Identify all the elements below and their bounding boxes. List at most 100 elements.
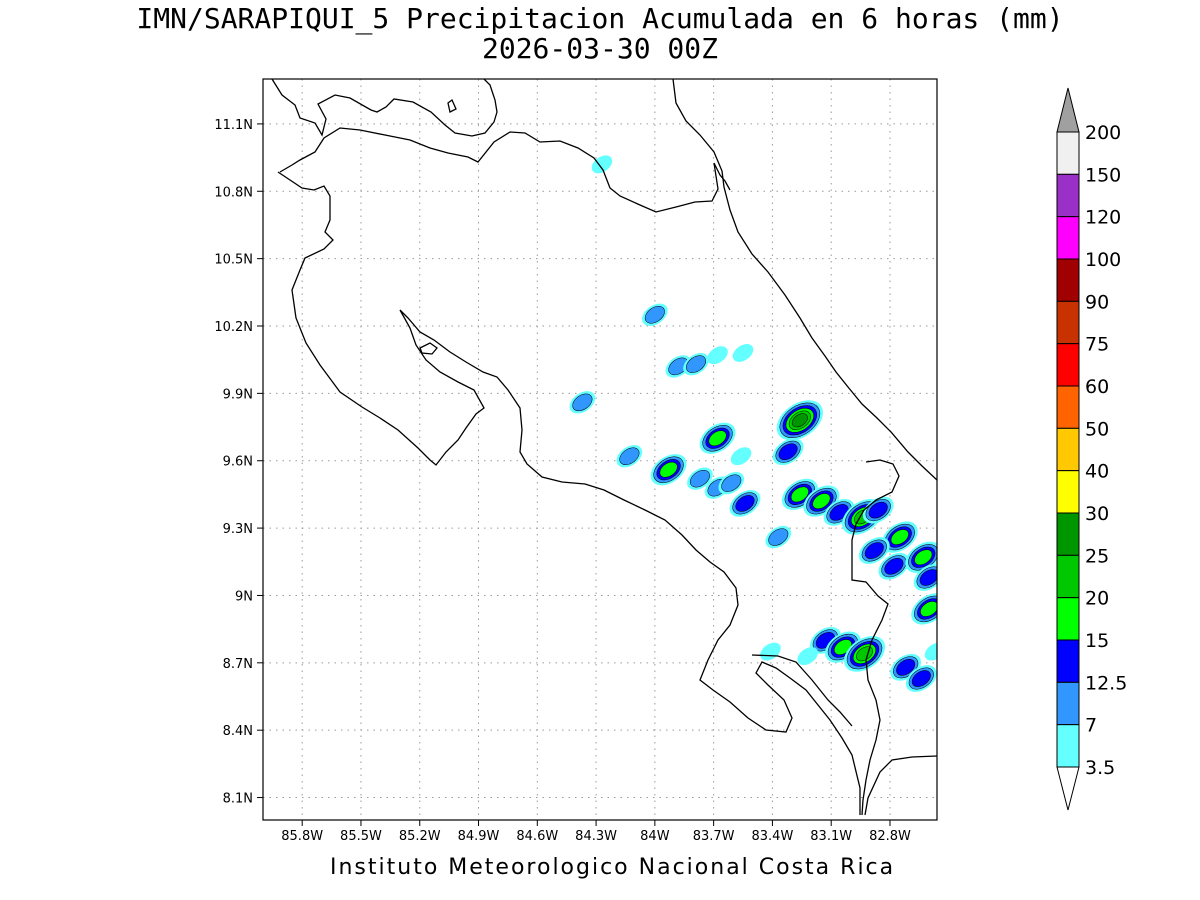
rain-cell [862,496,894,524]
lat-tick-label: 10.2N [214,320,253,335]
caribbean-coast [672,79,937,481]
rain-contour [707,346,728,365]
rain-contour [924,642,937,661]
rain-cell [687,467,713,490]
lat-tick-label: 11.1N [214,118,253,133]
colorbar-label: 100 [1085,249,1121,271]
rain-contour [572,393,593,412]
rain-cell [699,422,736,454]
colorbar-label: 50 [1085,418,1109,440]
rain-cell [911,593,937,625]
lat-tick-label: 8.4N [223,724,253,739]
rain-cell [843,635,886,672]
colorbar-swatch [1056,300,1080,345]
lon-tick-label: 83.1W [810,829,852,844]
coastline-and-borders [271,79,937,816]
colorbar-label: 15 [1085,630,1109,652]
colorbar-under-arrow [1056,766,1080,811]
rain-cell [729,489,761,517]
panama-coast [864,755,937,816]
rain-cell [878,552,910,580]
rain-contour [911,670,931,687]
rain-cell [776,400,823,441]
colorbar-label: 75 [1085,334,1109,356]
colorbar-swatch [1056,216,1080,260]
colorbar-swatch [1056,427,1080,472]
lon-tick-label: 84.9W [458,829,500,844]
plot-frame [262,78,938,821]
rain-contour [721,474,742,492]
colorbar-swatch [1056,512,1080,556]
colorbar-label: 7 [1085,715,1097,737]
colorbar-swatch [1056,639,1080,683]
rain-contour [797,647,818,666]
rain-cell [718,472,745,495]
rain-cell [591,155,613,174]
rain-contour [730,447,752,466]
colorbar-legend: 200 150 120 100 90 75 60 50 40 30 25 20 15 12.5 7 3.5 [1056,87,1127,811]
colorbar-swatch [1056,258,1080,302]
rain-contour [884,557,904,575]
lat-tick-label: 8.1N [223,792,253,807]
colorbar-swatch [1056,173,1080,218]
rain-contour [619,447,640,465]
colorbar-label: 30 [1085,503,1109,525]
rain-cell [732,344,754,362]
rain-contour [591,155,613,174]
rain-contour [829,504,849,521]
colorbar-label: 40 [1085,461,1109,483]
precipitation-field [569,155,937,692]
rain-cell [772,438,804,466]
colorbar-swatch [1056,385,1080,429]
colorbar-swatch [1056,470,1080,514]
colorbar-over-arrow [1056,87,1080,133]
lon-tick-label: 85.8W [281,829,323,844]
rain-contour [919,569,937,586]
rain-contour [791,413,808,428]
colorbar-label: 200 [1085,122,1121,144]
lon-tick-label: 84.6W [516,829,558,844]
rain-contour [896,659,916,676]
island-shape [419,342,438,355]
rain-cell [730,447,752,466]
rain-contour [790,486,809,503]
rain-contour [778,443,798,461]
lake-shore-line [271,79,498,137]
rain-cell [765,525,792,549]
lat-tick-label: 8.7N [223,657,253,672]
rain-cell [683,352,709,376]
colorbar-label: 3.5 [1085,757,1115,779]
rain-contour [644,306,665,324]
rain-contour [768,528,789,546]
rain-cell [642,303,668,326]
lon-tick-label: 83.7W [693,829,735,844]
colorbar-label: 60 [1085,376,1109,398]
lat-tick-label: 9.3N [223,522,253,537]
rain-contour [689,469,710,488]
rain-contour [914,549,933,566]
lon-tick-label: 85.2W [399,829,441,844]
rain-cell [760,642,781,661]
rain-cell [905,665,937,692]
rain-contour [812,493,831,509]
rain-cell [924,642,937,661]
axis-ticks: 11.1N 10.8N 10.5N 10.2N 9.9N 9.6N 9.3N 9N 8.7N 8.… [214,118,911,844]
panama-border [851,459,900,816]
footer-credit: Instituto Meteorologico Nacional Costa R… [330,855,896,880]
lat-tick-label: 10.5N [214,253,253,268]
rain-contour [868,501,888,519]
rain-cell [650,454,687,486]
lon-tick-label: 82.8W [869,829,911,844]
lat-tick-label: 9.9N [223,387,253,402]
rain-cell [616,445,643,468]
colorbar-swatch [1056,681,1080,726]
lat-tick-label: 9.6N [223,455,253,470]
chart-title: IMN/SARAPIQUI_5 Precipitacion Acumulada … [136,2,1064,35]
colorbar-label: 90 [1085,291,1109,313]
rain-contour [659,461,678,478]
rain-contour [735,495,755,512]
graticule [263,79,937,820]
lon-tick-label: 85.5W [340,829,382,844]
lat-tick-label: 10.8N [214,185,253,200]
